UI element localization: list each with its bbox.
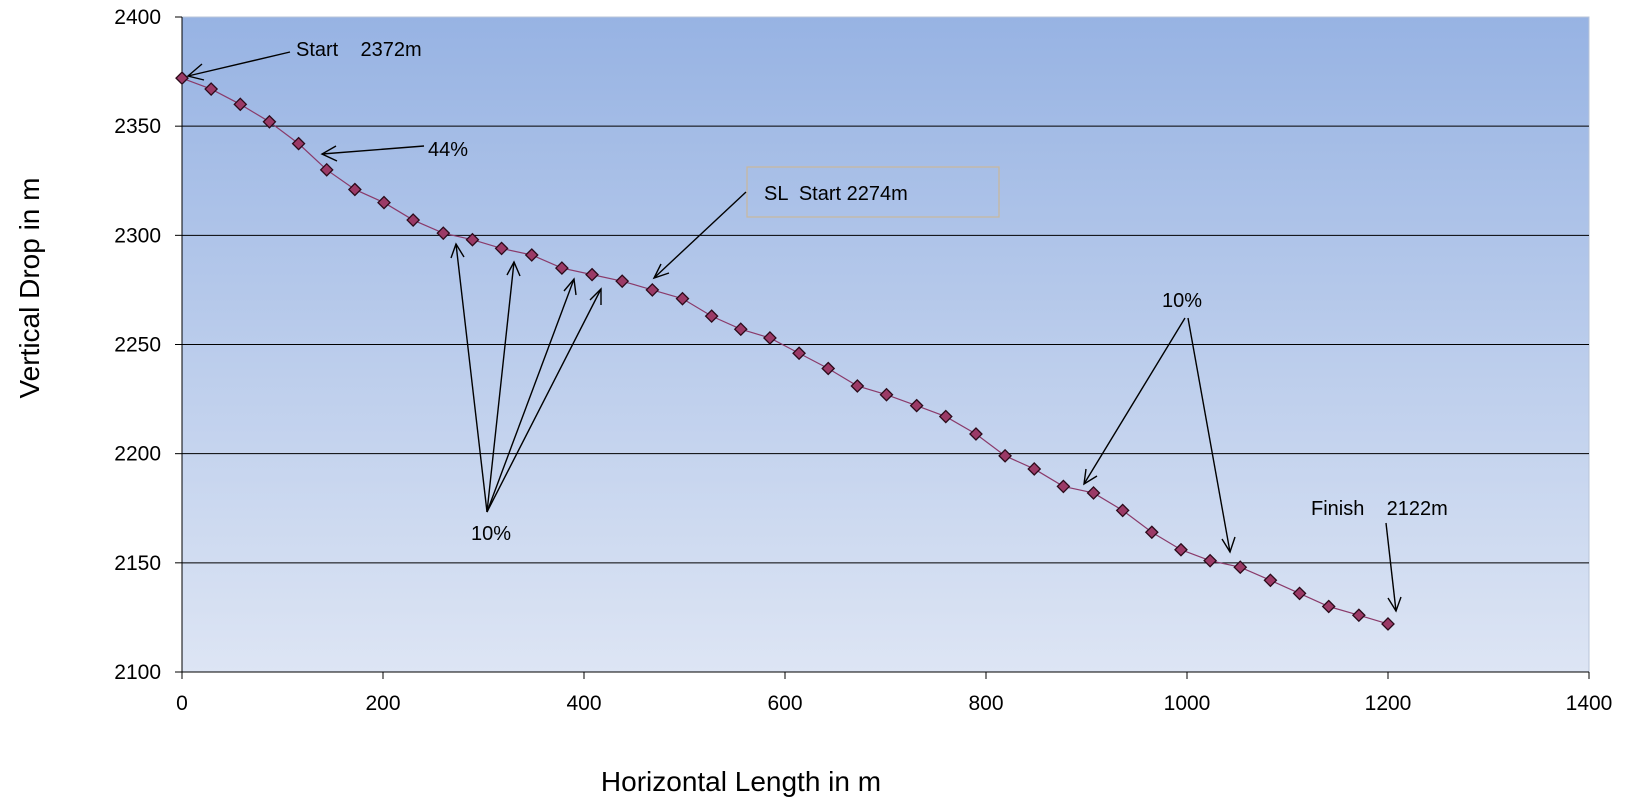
x-tick-label: 400 [566, 692, 601, 715]
data-point [1381, 617, 1395, 631]
arrowhead-10-left-4 [589, 287, 602, 305]
data-point [1203, 553, 1218, 568]
arrow-10-left-1 [455, 243, 488, 513]
data-point [763, 331, 777, 345]
arrowhead-10-left-2 [506, 260, 521, 277]
data-point [675, 291, 690, 306]
x-tick-label: 800 [968, 692, 1003, 715]
y-tick-label: 2400 [114, 6, 161, 29]
data-point [291, 136, 306, 151]
x-tick-label: 0 [176, 692, 188, 715]
arrowhead-10-left-3 [563, 277, 577, 296]
data-point [406, 213, 421, 227]
data-point [175, 71, 189, 86]
arrowhead-10-right-1 [1083, 468, 1098, 486]
data-point [1115, 503, 1130, 518]
x-tick-label: 600 [767, 692, 802, 715]
x-tick-label: 1000 [1164, 692, 1211, 715]
annotation-start: Start 2372m [296, 39, 422, 61]
x-tick-label: 1200 [1365, 692, 1412, 715]
data-point [733, 322, 748, 337]
data-point [494, 241, 509, 256]
data-point [436, 226, 451, 241]
data-point [821, 361, 836, 376]
data-point [1174, 542, 1188, 557]
data-point [554, 261, 569, 276]
data-point [1027, 462, 1042, 476]
data-point [909, 398, 924, 413]
data-point [1321, 599, 1336, 614]
annotation-10-percent-left: 10% [471, 523, 511, 545]
x-axis-title: Horizontal Length in m [601, 766, 881, 797]
arrowhead-start [186, 63, 205, 81]
y-tick-label: 2350 [114, 115, 161, 138]
data-point [645, 282, 660, 297]
arrow-start [187, 51, 291, 77]
data-point [233, 97, 248, 112]
data-point [377, 195, 391, 210]
arrowhead-finish [1387, 596, 1402, 613]
data-point [1292, 586, 1307, 601]
data-point [585, 267, 599, 282]
annotations: Start 2372m 44% SL Start 2274m 10% 10% F… [186, 39, 1448, 613]
data-point [204, 82, 219, 96]
arrow-finish [1385, 522, 1397, 612]
arrow-10-right-1 [1083, 317, 1186, 485]
data-point [1086, 486, 1101, 500]
data-series [175, 71, 1395, 631]
arrowhead-10-right-2 [1221, 536, 1236, 554]
data-point [262, 114, 277, 129]
y-tick-label: 2150 [114, 552, 161, 575]
data-point [938, 409, 953, 424]
arrowhead-sl-start [652, 263, 670, 280]
data-point [850, 379, 865, 393]
annotation-10-percent-right: 10% [1162, 290, 1202, 312]
data-point [615, 274, 630, 289]
data-point [524, 248, 539, 262]
arrowhead-10-left-1 [450, 242, 465, 259]
x-tick-label: 200 [365, 692, 400, 715]
data-point [1351, 608, 1366, 623]
arrow-10-left-4 [486, 288, 602, 513]
data-point [704, 309, 719, 324]
annotation-sl-start-box [746, 166, 1000, 218]
data-point [1263, 573, 1278, 588]
arrow-10-right-2 [1187, 317, 1231, 553]
y-tick-label: 2200 [114, 443, 161, 466]
data-point [879, 387, 894, 402]
arrow-10-left-3 [486, 278, 575, 513]
data-point [1233, 560, 1248, 575]
arrowhead-44-percent [320, 145, 338, 162]
y-tick-label: 2300 [114, 224, 161, 247]
data-point [998, 448, 1013, 463]
annotation-finish: Finish 2122m [1311, 498, 1448, 520]
annotation-sl-start: SL Start 2274m [764, 183, 908, 205]
arrow-10-left-2 [486, 261, 515, 513]
data-point [347, 182, 362, 197]
y-axis-title: Vertical Drop in m [14, 178, 45, 399]
data-point [1056, 479, 1071, 494]
arrow-sl-start [653, 191, 747, 279]
x-tick-label: 1400 [1566, 692, 1613, 715]
y-tick-label: 2100 [114, 661, 161, 684]
axes: 2100 2150 2200 2250 2300 2350 2400 0 200 400 600 80… [114, 6, 1612, 715]
annotation-44-percent: 44% [428, 139, 468, 161]
data-point [319, 162, 334, 177]
data-point [792, 346, 806, 361]
y-tick-label: 2250 [114, 334, 161, 357]
gridlines [182, 125, 1589, 673]
data-point [969, 427, 983, 441]
data-point [1144, 525, 1159, 540]
arrow-44-percent [321, 145, 425, 155]
data-point [465, 232, 480, 247]
